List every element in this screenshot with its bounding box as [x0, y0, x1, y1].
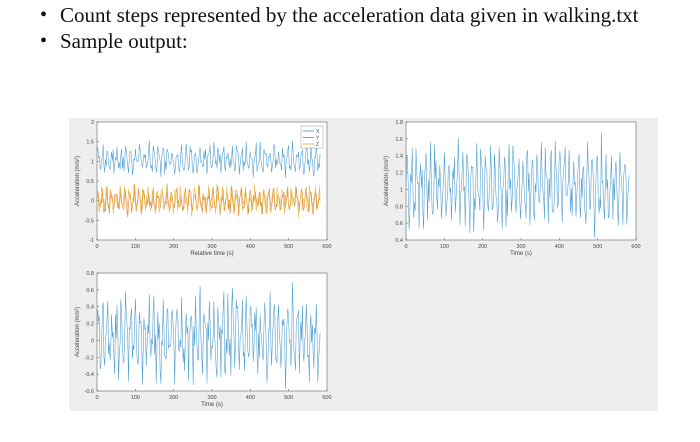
plot-area — [96, 272, 328, 392]
y-tick-label: 1.5 — [86, 140, 94, 146]
x-tick-label: 400 — [246, 395, 255, 401]
y-tick-label: 1 — [91, 159, 94, 165]
x-tick-label: 500 — [284, 395, 293, 401]
x-tick-label: 400 — [246, 244, 255, 250]
y-tick-label: 0.6 — [86, 288, 94, 294]
x-tick-label: 300 — [516, 244, 525, 250]
bullet-item: • Count steps represented by the acceler… — [40, 2, 690, 28]
y-tick-label: 1.4 — [395, 154, 403, 160]
x-axis-label: Time (s) — [201, 402, 223, 408]
y-tick-label: 1.6 — [395, 137, 403, 143]
bullet-text: Count steps represented by the accelerat… — [60, 3, 639, 27]
figure-canvas: 0 100 200 300 400 500 600-1-0.500.511.52Relati… — [75, 120, 641, 408]
legend-label: Z — [316, 142, 319, 148]
x-axis-label: Relative time (s) — [190, 251, 233, 257]
x-tick-label: 0 — [95, 395, 98, 401]
y-axis-label: Acceleration (m/s²) — [75, 307, 81, 357]
bullet-list: • Count steps represented by the acceler… — [40, 2, 690, 54]
x-tick-label: 200 — [478, 244, 487, 250]
y-tick-label: 0.8 — [86, 271, 94, 277]
y-tick-label: 0.4 — [86, 305, 94, 311]
y-tick-label: 1.8 — [395, 120, 403, 126]
series-line — [96, 282, 321, 390]
y-tick-label: 0.6 — [395, 221, 403, 227]
y-tick-label: -0.4 — [85, 372, 94, 378]
y-tick-label: -1 — [89, 238, 94, 244]
legend-label: X — [316, 129, 320, 135]
x-tick-label: 600 — [631, 244, 640, 250]
y-axis-label: Acceleration (m/s²) — [384, 156, 390, 206]
bullet-dot: • — [40, 4, 48, 26]
x-axis-label: Time (s) — [510, 251, 532, 257]
x-tick-label: 300 — [207, 395, 216, 401]
y-tick-label: 0.8 — [395, 204, 403, 210]
bullet-text: Sample output: — [60, 29, 188, 53]
bullet-dot: • — [40, 30, 48, 52]
series-line — [405, 132, 630, 238]
series-line — [96, 183, 321, 218]
y-axis-label: Acceleration (m/s²) — [75, 156, 81, 206]
y-tick-label: 2 — [91, 120, 94, 126]
x-tick-label: 600 — [322, 395, 331, 401]
series-line — [96, 183, 321, 218]
x-tick-label: 400 — [555, 244, 564, 250]
y-tick-label: 0.2 — [86, 322, 94, 328]
y-tick-label: -0.5 — [85, 218, 94, 224]
legend-label: Y — [316, 136, 320, 142]
x-tick-label: 0 — [95, 244, 98, 250]
y-tick-label: 0 — [91, 338, 94, 344]
x-tick-label: 200 — [169, 244, 178, 250]
x-tick-label: 100 — [131, 395, 140, 401]
y-tick-label: 1 — [400, 187, 403, 193]
legend-box — [300, 125, 324, 149]
y-tick-label: 0 — [91, 199, 94, 205]
x-tick-label: 600 — [322, 244, 331, 250]
x-tick-label: 0 — [404, 244, 407, 250]
series-line — [96, 140, 321, 179]
x-tick-label: 500 — [593, 244, 602, 250]
x-tick-label: 300 — [207, 244, 216, 250]
y-tick-label: -0.6 — [85, 389, 94, 395]
plot-area — [96, 121, 328, 241]
x-tick-label: 100 — [131, 244, 140, 250]
y-tick-label: 1.2 — [395, 171, 403, 177]
y-tick-label: 0.5 — [86, 179, 94, 185]
figure-panel: 0 100 200 300 400 500 600 -1 -0.5 0 0.5 1 1.5 2 Relati… — [69, 118, 658, 411]
plot-area — [405, 121, 637, 241]
y-tick-label: -0.2 — [85, 355, 94, 361]
bullet-item: • Sample output: — [40, 28, 690, 54]
x-tick-label: 200 — [169, 395, 178, 401]
x-tick-label: 500 — [284, 244, 293, 250]
y-tick-label: 0.4 — [395, 238, 403, 244]
x-tick-label: 100 — [440, 244, 449, 250]
